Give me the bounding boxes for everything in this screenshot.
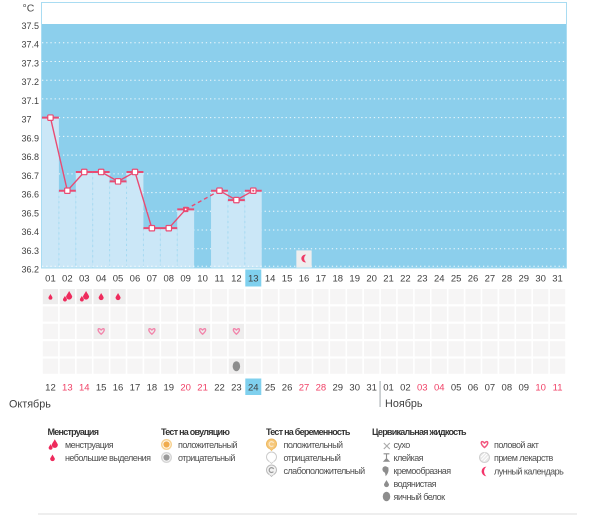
- svg-text:отрицательный: отрицательный: [284, 453, 341, 463]
- svg-text:24: 24: [434, 274, 445, 285]
- svg-text:21: 21: [197, 383, 208, 394]
- svg-text:08: 08: [502, 383, 513, 394]
- svg-text:37.2: 37.2: [22, 77, 40, 87]
- svg-text:12: 12: [45, 383, 56, 394]
- svg-text:менструация: менструация: [65, 440, 114, 450]
- svg-text:22: 22: [214, 383, 225, 394]
- svg-text:36.9: 36.9: [22, 133, 40, 143]
- svg-text:слабоположительный: слабоположительный: [284, 466, 366, 476]
- svg-text:положительный: положительный: [284, 440, 343, 450]
- svg-text:30: 30: [349, 383, 360, 394]
- svg-text:Менструация: Менструация: [48, 427, 99, 437]
- svg-text:26: 26: [282, 383, 293, 394]
- svg-text:36.8: 36.8: [22, 152, 40, 162]
- svg-text:37.4: 37.4: [22, 40, 40, 50]
- svg-text:29: 29: [333, 383, 344, 394]
- svg-text:25: 25: [265, 383, 276, 394]
- svg-text:12: 12: [231, 274, 242, 285]
- svg-text:яичный белок: яичный белок: [394, 492, 446, 502]
- svg-text:07: 07: [485, 383, 496, 394]
- svg-text:18: 18: [147, 383, 158, 394]
- svg-text:31: 31: [366, 383, 377, 394]
- svg-text:Тест на беременность: Тест на беременность: [266, 427, 351, 437]
- svg-text:15: 15: [282, 274, 293, 285]
- svg-text:30: 30: [535, 274, 546, 285]
- svg-text:Ноябрь: Ноябрь: [385, 398, 423, 410]
- svg-text:18: 18: [333, 274, 344, 285]
- svg-text:клейкая: клейкая: [394, 453, 424, 463]
- svg-text:36.3: 36.3: [22, 246, 40, 256]
- svg-text:37.1: 37.1: [22, 96, 40, 106]
- svg-text:13: 13: [248, 274, 259, 285]
- svg-text:36.4: 36.4: [22, 227, 40, 237]
- svg-text:11: 11: [553, 383, 563, 394]
- svg-text:09: 09: [180, 274, 191, 285]
- svg-text:водянистая: водянистая: [394, 479, 437, 489]
- svg-text:кремообразная: кремообразная: [394, 466, 452, 476]
- svg-text:05: 05: [451, 383, 462, 394]
- svg-text:14: 14: [265, 274, 276, 285]
- svg-text:прием лекарств: прием лекарств: [494, 453, 553, 463]
- svg-text:29: 29: [518, 274, 529, 285]
- svg-text:03: 03: [417, 383, 428, 394]
- svg-text:25: 25: [451, 274, 462, 285]
- svg-text:27: 27: [485, 274, 496, 285]
- svg-text:36.6: 36.6: [22, 190, 40, 200]
- svg-text:16: 16: [113, 383, 124, 394]
- svg-text:26: 26: [468, 274, 479, 285]
- svg-text:06: 06: [468, 383, 479, 394]
- svg-text:19: 19: [349, 274, 360, 285]
- svg-text:28: 28: [316, 383, 327, 394]
- svg-text:08: 08: [163, 274, 174, 285]
- svg-text:27: 27: [299, 383, 310, 394]
- svg-text:31: 31: [552, 274, 563, 285]
- svg-text:20: 20: [180, 383, 191, 394]
- svg-text:21: 21: [383, 274, 394, 285]
- svg-text:Октябрь: Октябрь: [9, 399, 51, 411]
- svg-text:16: 16: [299, 274, 310, 285]
- svg-text:36.7: 36.7: [22, 171, 40, 181]
- svg-text:10: 10: [197, 274, 208, 285]
- svg-text:положительный: положительный: [178, 440, 237, 450]
- svg-text:20: 20: [366, 274, 377, 285]
- svg-text:05: 05: [113, 274, 124, 285]
- svg-text:37.3: 37.3: [22, 58, 40, 68]
- svg-text:Тест на овуляцию: Тест на овуляцию: [161, 427, 230, 437]
- svg-text:23: 23: [417, 274, 428, 285]
- svg-text:небольшие выделения: небольшие выделения: [65, 453, 151, 463]
- svg-text:13: 13: [62, 383, 73, 394]
- svg-text:половой акт: половой акт: [494, 440, 539, 450]
- svg-text:19: 19: [163, 383, 174, 394]
- svg-text:04: 04: [96, 274, 107, 285]
- svg-text:24: 24: [248, 383, 259, 394]
- svg-text:02: 02: [400, 383, 411, 394]
- svg-text:28: 28: [502, 274, 513, 285]
- svg-text:06: 06: [130, 274, 141, 285]
- svg-text:14: 14: [79, 383, 90, 394]
- svg-text:лунный календарь: лунный календарь: [494, 467, 564, 477]
- svg-text:36.2: 36.2: [22, 265, 40, 275]
- svg-text:09: 09: [518, 383, 529, 394]
- svg-text:17: 17: [130, 383, 141, 394]
- svg-text:10: 10: [535, 383, 546, 394]
- svg-text:15: 15: [96, 383, 107, 394]
- svg-text:02: 02: [62, 274, 73, 285]
- svg-text:отрицательный: отрицательный: [178, 453, 235, 463]
- svg-text:03: 03: [79, 274, 90, 285]
- svg-text:36.5: 36.5: [22, 208, 40, 218]
- svg-text:37: 37: [22, 115, 32, 125]
- svg-text:37.5: 37.5: [22, 21, 40, 31]
- svg-text:01: 01: [383, 383, 394, 394]
- svg-text:01: 01: [45, 274, 56, 285]
- svg-text:Цервикальная жидкость: Цервикальная жидкость: [372, 427, 467, 437]
- svg-text:11: 11: [215, 274, 225, 285]
- svg-text:сухо: сухо: [394, 440, 411, 450]
- svg-text:07: 07: [147, 274, 158, 285]
- svg-text:04: 04: [434, 383, 445, 394]
- svg-text:17: 17: [316, 274, 327, 285]
- svg-text:22: 22: [400, 274, 411, 285]
- svg-text:23: 23: [231, 383, 242, 394]
- svg-text:°C: °C: [23, 3, 35, 15]
